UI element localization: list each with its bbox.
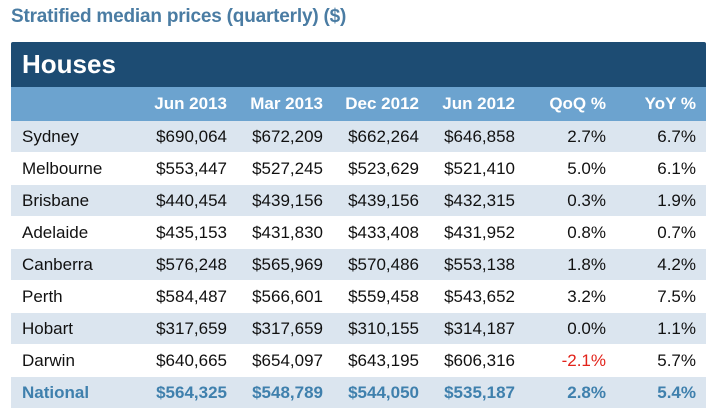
column-header: Mar 2013 [227, 87, 323, 121]
table-cell: $654,097 [227, 344, 323, 377]
table-cell: 6.7% [606, 121, 706, 153]
column-header-row: Jun 2013 Mar 2013 Dec 2012 Jun 2012 QoQ % YoY… [11, 87, 706, 121]
table-cell: $690,064 [131, 121, 227, 153]
table-row: Hobart $317,659 $317,659 $310,155 $314,187 0.… [11, 312, 706, 345]
table-cell: 0.0% [515, 312, 606, 345]
table-cell: -2.1% [515, 344, 606, 377]
table-cell: 0.7% [606, 216, 706, 249]
table-cell: $553,447 [131, 152, 227, 185]
page-title: Stratified median prices (quarterly) ($) [11, 6, 347, 27]
table-cell: $643,195 [323, 344, 419, 377]
table-cell: 1.1% [606, 312, 706, 345]
table-cell: 2.7% [515, 121, 606, 153]
row-label: Melbourne [11, 152, 131, 185]
column-header-blank [11, 87, 131, 121]
table-cell: 2.8% [515, 376, 606, 409]
table-cell: $543,652 [419, 280, 515, 313]
table-row: Adelaide $435,153 $431,830 $433,408 $431,952… [11, 216, 706, 249]
table-cell: 3.2% [515, 280, 606, 313]
row-label: Perth [11, 280, 131, 313]
price-table-panel: Houses Jun 2013 Mar 2013 Dec 2012 Jun 2012 Q… [11, 42, 706, 409]
table-cell: $431,830 [227, 216, 323, 249]
table-row: Brisbane $440,454 $439,156 $439,156 $432,315… [11, 184, 706, 217]
table-cell: $521,410 [419, 152, 515, 185]
table-cell: 5.0% [515, 152, 606, 185]
table-cell: $314,187 [419, 312, 515, 345]
table-cell: $523,629 [323, 152, 419, 185]
table-cell: $527,245 [227, 152, 323, 185]
row-label: Hobart [11, 312, 131, 345]
table-cell: $317,659 [227, 312, 323, 345]
table-row: Perth $584,487 $566,601 $559,458 $543,652 3.2… [11, 280, 706, 313]
table-cell: 6.1% [606, 152, 706, 185]
table-cell: $553,138 [419, 248, 515, 281]
table-cell: 0.3% [515, 184, 606, 217]
table-cell: $435,153 [131, 216, 227, 249]
table-cell: $431,952 [419, 216, 515, 249]
table-cell: $672,209 [227, 121, 323, 153]
table-cell: $310,155 [323, 312, 419, 345]
table-cell: $439,156 [323, 184, 419, 217]
table-cell: $565,969 [227, 248, 323, 281]
table-cell: $566,601 [227, 280, 323, 313]
table-row: Canberra $576,248 $565,969 $570,486 $553,138… [11, 248, 706, 281]
table-cell: $559,458 [323, 280, 419, 313]
row-label: Adelaide [11, 216, 131, 249]
column-header: YoY % [606, 87, 706, 121]
section-header: Houses [11, 42, 706, 87]
column-header: QoQ % [515, 87, 606, 121]
table-cell: $317,659 [131, 312, 227, 345]
table-cell: $564,325 [131, 376, 227, 409]
table-cell: $535,187 [419, 376, 515, 409]
table-cell: 5.4% [606, 376, 706, 409]
column-header: Jun 2013 [131, 87, 227, 121]
table-cell: 4.2% [606, 248, 706, 281]
table-body: Sydney $690,064 $672,209 $662,264 $646,858 2.… [11, 121, 706, 409]
table-cell: $576,248 [131, 248, 227, 281]
table-cell: 1.8% [515, 248, 606, 281]
row-label: National [11, 376, 131, 409]
table-cell: $570,486 [323, 248, 419, 281]
price-table: Jun 2013 Mar 2013 Dec 2012 Jun 2012 QoQ % YoY… [11, 87, 706, 409]
row-label: Canberra [11, 248, 131, 281]
row-label: Sydney [11, 121, 131, 153]
table-cell: $548,789 [227, 376, 323, 409]
table-cell: 5.7% [606, 344, 706, 377]
table-row: Darwin $640,665 $654,097 $643,195 $606,316 -2… [11, 344, 706, 377]
row-label: Darwin [11, 344, 131, 377]
table-cell: $662,264 [323, 121, 419, 153]
table-row: National $564,325 $548,789 $544,050 $535,187… [11, 376, 706, 409]
column-header: Dec 2012 [323, 87, 419, 121]
table-cell: $646,858 [419, 121, 515, 153]
table-row: Sydney $690,064 $672,209 $662,264 $646,858 2.… [11, 121, 706, 153]
table-cell: $584,487 [131, 280, 227, 313]
row-label: Brisbane [11, 184, 131, 217]
table-cell: $544,050 [323, 376, 419, 409]
table-cell: $439,156 [227, 184, 323, 217]
table-row: Melbourne $553,447 $527,245 $523,629 $521,41… [11, 152, 706, 185]
table-cell: $432,315 [419, 184, 515, 217]
table-cell: $606,316 [419, 344, 515, 377]
table-cell: $440,454 [131, 184, 227, 217]
column-header: Jun 2012 [419, 87, 515, 121]
table-cell: $640,665 [131, 344, 227, 377]
table-cell: 1.9% [606, 184, 706, 217]
table-cell: 0.8% [515, 216, 606, 249]
table-cell: $433,408 [323, 216, 419, 249]
table-cell: 7.5% [606, 280, 706, 313]
